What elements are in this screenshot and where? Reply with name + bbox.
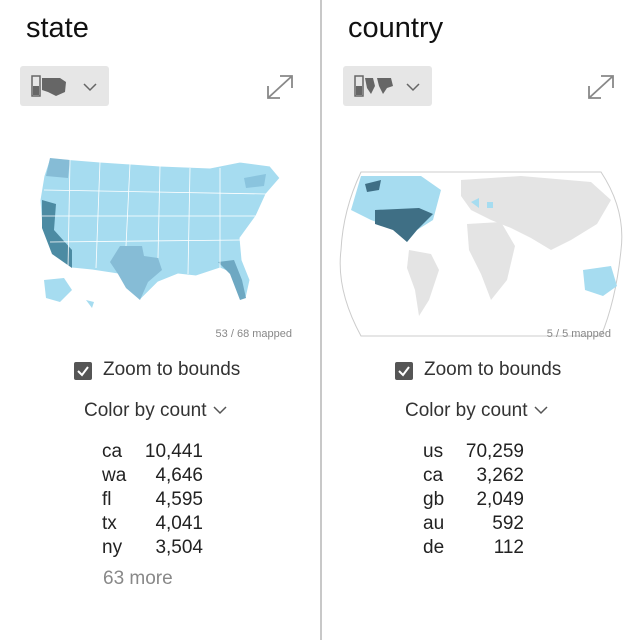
value-row: ny 3,504: [102, 537, 203, 561]
row-count: 3,504: [155, 537, 203, 558]
value-row: au 592: [423, 513, 524, 537]
state-panel: state 53 / 68 mapped Zoom to bounds Colo…: [20, 12, 298, 589]
zoom-label[interactable]: Zoom to bounds: [424, 359, 562, 380]
mapped-count: 5 / 5 mapped: [546, 328, 611, 340]
row-key: us: [423, 441, 444, 462]
expand-button[interactable]: [583, 72, 619, 104]
expand-button[interactable]: [262, 72, 298, 104]
dropdown-icon: [354, 75, 420, 97]
row-key: ny: [102, 537, 123, 558]
value-row: ca 10,441: [102, 441, 203, 465]
country-panel: country 5 / 5 mapped Zoom to bounds Colo…: [321, 0, 640, 640]
value-row: gb 2,049: [423, 489, 524, 513]
value-row: fl 4,595: [102, 489, 203, 513]
dropdown-icon: [31, 75, 97, 97]
chevron: [213, 406, 227, 415]
divider: [320, 0, 322, 640]
value-row: us 70,259: [423, 441, 524, 465]
world-map: [339, 171, 623, 337]
color-field[interactable]: count: [160, 400, 207, 421]
row-key: wa: [102, 465, 127, 486]
panel-title: state: [26, 12, 89, 44]
value-row: wa 4,646: [102, 465, 203, 489]
chevron: [534, 406, 548, 415]
map-type-dropdown[interactable]: [343, 66, 432, 106]
row-key: de: [423, 537, 445, 558]
zoom-checkbox[interactable]: [395, 362, 413, 380]
color-by[interactable]: Color by count: [405, 400, 549, 422]
color-by-label: Color by: [84, 400, 155, 421]
zoom-checkbox[interactable]: [74, 362, 92, 380]
color-by-label: Color by: [405, 400, 476, 421]
panel-title: country: [348, 12, 444, 44]
row-count: 4,646: [155, 465, 203, 486]
row-count: 10,441: [144, 441, 203, 462]
color-by[interactable]: Color by count: [84, 400, 228, 422]
row-count: 112: [493, 537, 524, 558]
row-key: gb: [423, 489, 445, 510]
color-field[interactable]: count: [481, 400, 528, 421]
row-key: au: [423, 513, 445, 534]
us-map: [39, 157, 281, 308]
row-key: ca: [423, 465, 444, 486]
row-count: 2,049: [476, 489, 524, 510]
row-count: 592: [492, 513, 524, 534]
mapped-count: 53 / 68 mapped: [215, 328, 292, 340]
row-count: 4,041: [155, 513, 203, 534]
value-row: tx 4,041: [102, 513, 203, 537]
zoom-label[interactable]: Zoom to bounds: [103, 359, 241, 380]
row-key: fl: [102, 489, 112, 510]
row-count: 4,595: [155, 489, 203, 510]
row-key: ca: [102, 441, 123, 462]
row-count: 3,262: [476, 465, 524, 486]
row-key: tx: [102, 513, 117, 534]
value-row: de 112: [423, 537, 524, 561]
value-row: ca 3,262: [423, 465, 524, 489]
row-count: 70,259: [465, 441, 524, 462]
more-link[interactable]: 63 more: [103, 568, 173, 589]
map-type-dropdown[interactable]: [20, 66, 109, 106]
